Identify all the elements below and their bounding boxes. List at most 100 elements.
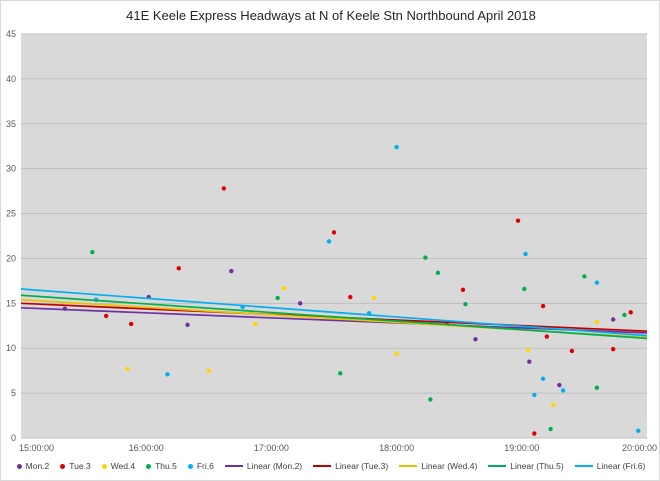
legend-line-swatch — [313, 465, 332, 467]
scatter-point-Fri.6 — [636, 428, 641, 434]
scatter-point-Thu.5 — [522, 286, 527, 292]
legend-line-swatch — [224, 465, 243, 467]
legend-item: Thu.5 — [146, 461, 177, 471]
scatter-point-Thu.5 — [428, 397, 433, 402]
legend-marker-dot — [60, 463, 66, 469]
x-tick-label: 15:00:00 — [19, 443, 54, 453]
scatter-point-Mon.2 — [185, 322, 190, 328]
y-tick-label: 25 — [6, 209, 16, 219]
scatter-point-Thu.5 — [90, 249, 95, 255]
y-tick-label: 30 — [6, 164, 16, 174]
scatter-point-Fri.6 — [594, 280, 600, 285]
x-tick-label: 19:00:00 — [504, 443, 539, 453]
scatter-point-Tue.3 — [176, 266, 181, 271]
scatter-point-Thu.5 — [275, 295, 280, 301]
scatter-point-Wed.4 — [206, 368, 211, 373]
scatter-point-Thu.5 — [582, 274, 587, 279]
legend-item: Mon.2 — [16, 461, 50, 471]
legend-marker-dot — [16, 463, 22, 469]
scatter-point-Tue.3 — [221, 186, 227, 191]
scatter-point-Wed.4 — [525, 347, 531, 353]
scatter-point-Fri.6 — [394, 144, 399, 150]
legend-label: Linear (Wed.4) — [421, 461, 478, 471]
scatter-point-Mon.2 — [473, 337, 478, 342]
legend-label: Linear (Thu.5) — [510, 461, 564, 471]
scatter-point-Wed.4 — [550, 402, 556, 407]
legend-label: Tue.3 — [69, 461, 91, 471]
legend-line-swatch — [488, 465, 507, 467]
trendline-Linear (Mon.2) — [20, 306, 648, 334]
scatter-point-Tue.3 — [515, 218, 521, 223]
legend-marker-dot — [146, 463, 152, 469]
y-tick-label: 40 — [6, 74, 16, 84]
scatter-point-Wed.4 — [125, 366, 130, 372]
scatter-point-Fri.6 — [523, 251, 528, 257]
legend-item: Fri.6 — [187, 461, 214, 471]
scatter-point-Wed.4 — [252, 321, 258, 327]
legend-item: Linear (Mon.2) — [224, 461, 303, 471]
y-tick-label: 35 — [6, 119, 16, 129]
x-tick-label: 20:00:00 — [622, 443, 657, 453]
scatter-point-Mon.2 — [610, 317, 616, 322]
scatter-point-Tue.3 — [128, 321, 134, 327]
plot-background — [21, 34, 647, 438]
scatter-point-Tue.3 — [544, 334, 550, 339]
scatter-point-Tue.3 — [348, 294, 353, 300]
scatter-point-Thu.5 — [463, 302, 468, 307]
y-tick-label: 15 — [6, 298, 16, 308]
trendline-Linear (Thu.5) — [20, 294, 648, 340]
legend-marker-dot — [101, 463, 107, 469]
scatter-point-Thu.5 — [548, 426, 553, 432]
scatter-point-Thu.5 — [622, 312, 627, 318]
scatter-point-Thu.5 — [423, 255, 428, 260]
scatter-point-Fri.6 — [165, 372, 170, 377]
x-tick-label: 18:00:00 — [379, 443, 414, 453]
scatter-point-Tue.3 — [610, 346, 616, 352]
y-tick-label: 45 — [6, 29, 16, 39]
scatter-point-Mon.2 — [229, 268, 234, 274]
y-tick-label: 10 — [6, 343, 16, 353]
legend-item: Linear (Wed.4) — [399, 461, 477, 471]
legend-label: Fri.6 — [196, 461, 214, 471]
legend-label: Linear (Tue.3) — [335, 461, 389, 471]
scatter-point-Thu.5 — [594, 385, 600, 390]
legend-line-swatch — [574, 465, 593, 467]
legend-marker-dot — [187, 463, 193, 469]
scatter-point-Fri.6 — [532, 392, 537, 398]
scatter-point-Wed.4 — [394, 351, 399, 356]
legend-label: Linear (Mon.2) — [246, 461, 303, 471]
legend-label: Wed.4 — [110, 461, 136, 471]
x-tick-label: 16:00:00 — [129, 443, 164, 453]
scatter-point-Tue.3 — [103, 313, 109, 319]
scatter-point-Wed.4 — [281, 285, 287, 291]
scatter-point-Mon.2 — [527, 359, 532, 364]
scatter-point-Wed.4 — [594, 319, 600, 325]
x-tick-label: 17:00:00 — [254, 443, 289, 453]
scatter-point-Tue.3 — [540, 303, 546, 309]
scatter-point-Tue.3 — [532, 431, 537, 436]
scatter-point-Mon.2 — [557, 382, 562, 388]
legend-item: Linear (Thu.5) — [488, 461, 564, 471]
legend-item: Tue.3 — [60, 461, 91, 471]
y-tick-label: 20 — [6, 253, 16, 263]
legend-label: Linear (Fri.6) — [596, 461, 646, 471]
scatter-point-Fri.6 — [560, 388, 566, 393]
trendline-Linear (Fri.6) — [20, 288, 648, 337]
scatter-point-Fri.6 — [326, 239, 332, 244]
legend-label: Mon.2 — [25, 461, 50, 471]
legend-item: Linear (Tue.3) — [313, 461, 388, 471]
scatter-point-Tue.3 — [569, 348, 575, 354]
y-tick-label: 0 — [11, 433, 16, 443]
scatter-point-Tue.3 — [460, 287, 466, 293]
chart-title: 41E Keele Express Headways at N of Keele… — [126, 8, 536, 23]
legend-label: Thu.5 — [155, 461, 177, 471]
scatter-point-Wed.4 — [371, 295, 377, 301]
legend-item: Linear (Fri.6) — [574, 461, 646, 471]
scatter-point-Mon.2 — [297, 301, 303, 306]
scatter-point-Fri.6 — [540, 376, 546, 381]
legend-line-swatch — [399, 465, 418, 467]
legend: Mon.2 Tue.3 Wed.4 Thu.5 Fri.6 Linear (Mon.2) L… — [1, 461, 659, 471]
scatter-point-Thu.5 — [338, 371, 343, 376]
